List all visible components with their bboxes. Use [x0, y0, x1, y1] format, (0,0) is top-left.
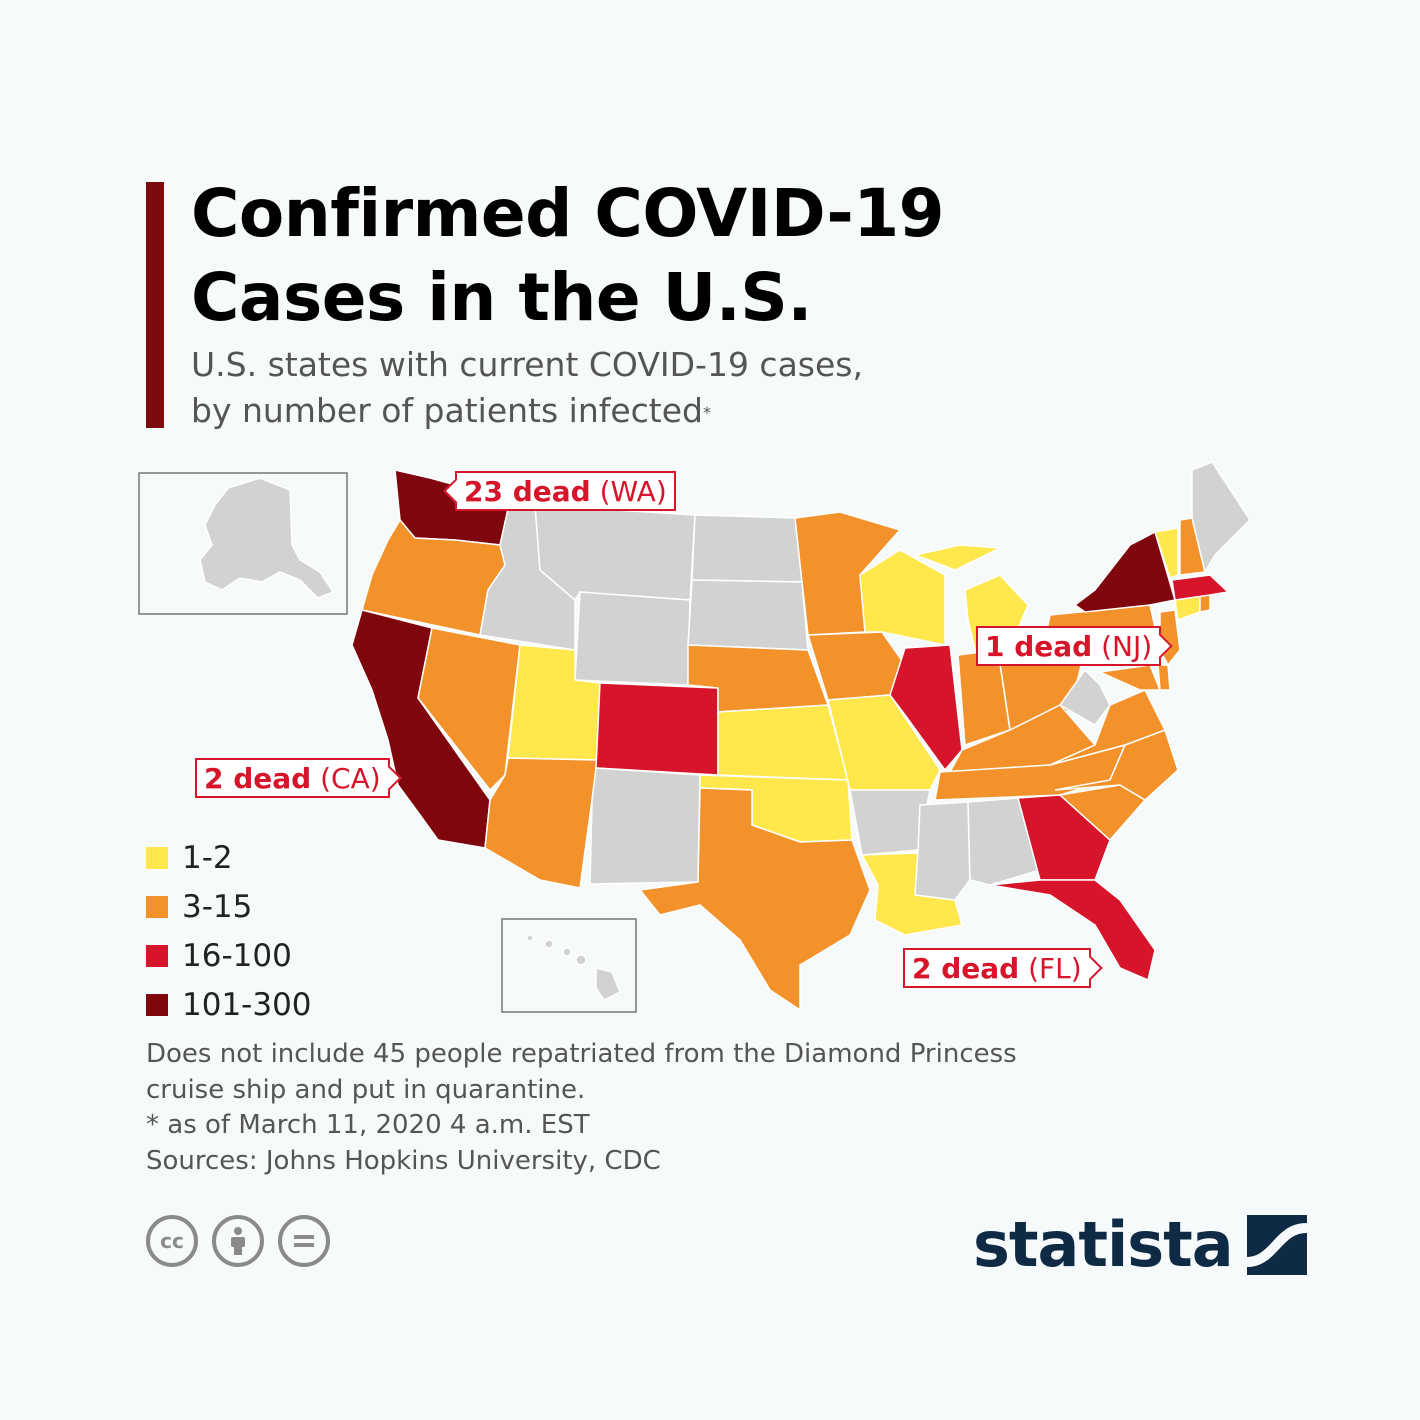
callout-nj-state: (NJ)	[1101, 630, 1153, 663]
state-ms	[914, 801, 971, 901]
footnotes: Does not include 45 people repatriated f…	[146, 1037, 1017, 1179]
page-title: Confirmed COVID-19 Cases in the U.S.	[191, 172, 945, 340]
callout-nj-deaths: 1 dead	[985, 630, 1093, 663]
state-ak	[199, 477, 335, 599]
hawaii-inset-frame	[501, 918, 637, 1013]
callout-ca-deaths: 2 dead	[204, 762, 312, 795]
state-vt	[1154, 527, 1179, 579]
legend-swatch	[146, 993, 168, 1016]
logo-text: statista	[973, 1208, 1234, 1281]
state-tx	[638, 787, 871, 1012]
callout-ca-state: (CA)	[320, 762, 381, 795]
note-line-3: * as of March 11, 2020 4 a.m. EST	[146, 1110, 590, 1140]
callout-fl: 2 dead (FL)	[903, 948, 1103, 988]
state-me	[1191, 461, 1251, 574]
legend-swatch	[146, 895, 168, 918]
license-icons: cc	[146, 1215, 330, 1267]
attribution-icon[interactable]	[212, 1215, 264, 1267]
state-fl	[989, 879, 1156, 982]
subtitle-line-2-text: by number of patients infected	[191, 391, 703, 430]
legend-label: 3-15	[182, 888, 253, 925]
state-hi	[526, 934, 621, 1001]
legend-item: 16-100	[146, 931, 312, 980]
note-line-2: cruise ship and put in quarantine.	[146, 1074, 586, 1105]
legend-item: 3-15	[146, 882, 312, 931]
subtitle-line-2: by number of patients infected*	[191, 388, 863, 434]
callout-wa-state: (WA)	[599, 475, 667, 508]
callout-fl-state: (FL)	[1028, 952, 1082, 985]
legend-label: 1-2	[182, 839, 233, 876]
state-md	[1097, 664, 1162, 691]
state-nv	[417, 627, 521, 792]
subtitle-footnote-marker: *	[703, 403, 711, 422]
title-line-2: Cases in the U.S.	[191, 259, 812, 336]
note-line-4: Sources: Johns Hopkins University, CDC	[146, 1145, 661, 1176]
state-ma	[1171, 574, 1230, 601]
state-co	[595, 682, 719, 776]
state-wy	[574, 591, 691, 686]
legend-swatch	[146, 944, 168, 967]
state-nd	[691, 514, 803, 583]
title-line-1: Confirmed COVID-19	[191, 175, 945, 252]
callout-wa: 23 dead (WA)	[443, 471, 676, 511]
callout-fl-deaths: 2 dead	[912, 952, 1020, 985]
legend-item: 101-300	[146, 980, 312, 1029]
state-sd	[687, 579, 809, 651]
note-line-1: Does not include 45 people repatriated f…	[146, 1039, 1017, 1069]
alaska-inset-frame	[138, 472, 348, 615]
state-il	[889, 644, 963, 772]
cc-icon[interactable]: cc	[146, 1215, 198, 1267]
person-glyph	[231, 1227, 245, 1255]
state-mi-upper	[912, 544, 1003, 571]
statista-logo[interactable]: statista	[973, 1208, 1307, 1281]
legend: 1-2 3-15 16-100 101-300	[146, 833, 312, 1029]
statista-mark-icon	[1246, 1214, 1307, 1275]
state-nm	[589, 767, 701, 885]
legend-item: 1-2	[146, 833, 312, 882]
state-al	[967, 797, 1041, 886]
equals-glyph	[294, 1235, 314, 1247]
callout-wa-deaths: 23 dead	[464, 475, 591, 508]
title-accent-bar	[146, 182, 164, 428]
state-nc	[1054, 729, 1179, 801]
state-mo	[827, 694, 941, 791]
no-derivatives-icon[interactable]	[278, 1215, 330, 1267]
state-mt	[534, 504, 696, 602]
subtitle: U.S. states with current COVID-19 cases,…	[191, 342, 863, 434]
state-wi	[859, 549, 946, 646]
state-ny	[1073, 530, 1176, 613]
legend-swatch	[146, 846, 168, 869]
state-de	[1157, 664, 1171, 691]
legend-label: 101-300	[182, 986, 312, 1023]
legend-label: 16-100	[182, 937, 292, 974]
state-ri	[1199, 594, 1211, 613]
callout-nj: 1 dead (NJ)	[976, 626, 1173, 666]
state-ks	[717, 704, 849, 781]
state-ga	[1017, 794, 1111, 881]
subtitle-line-1: U.S. states with current COVID-19 cases,	[191, 345, 863, 384]
state-wv	[1058, 668, 1111, 726]
callout-ca: 2 dead (CA)	[195, 758, 402, 798]
